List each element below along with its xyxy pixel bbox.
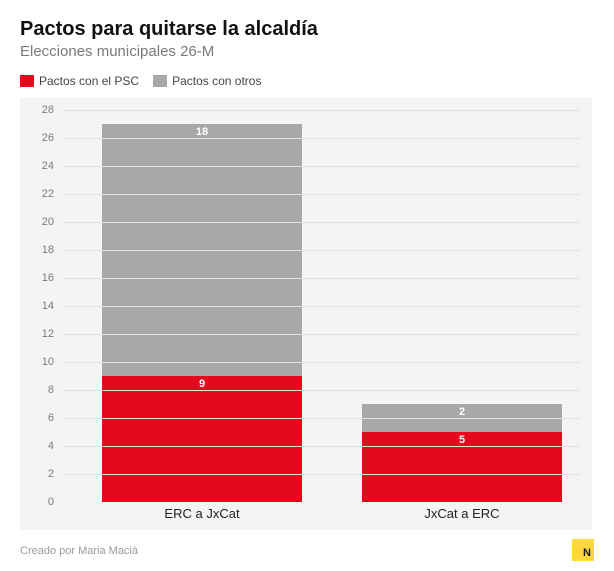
bar-segment	[102, 376, 302, 502]
bar-value-label: 2	[362, 406, 562, 418]
gridline	[62, 446, 580, 447]
gridline	[62, 166, 580, 167]
gridline	[62, 418, 580, 419]
legend-item: Pactos con el PSC	[20, 74, 139, 88]
gridline	[62, 138, 580, 139]
gridline	[62, 334, 580, 335]
y-tick-label: 10	[20, 356, 54, 368]
y-tick-label: 18	[20, 244, 54, 256]
gridline	[62, 194, 580, 195]
legend-label: Pactos con otros	[172, 74, 261, 88]
gridline	[62, 250, 580, 251]
brand-badge: N	[572, 539, 594, 561]
legend-swatch-otros	[153, 75, 167, 87]
bar-value-label: 9	[102, 378, 302, 390]
chart-subtitle: Elecciones municipales 26-M	[20, 43, 594, 60]
gridline	[62, 278, 580, 279]
gridline	[62, 306, 580, 307]
y-tick-label: 4	[20, 440, 54, 452]
gridline	[62, 474, 580, 475]
bar-value-label: 18	[102, 126, 302, 138]
legend: Pactos con el PSC Pactos con otros	[20, 74, 594, 88]
y-tick-label: 20	[20, 216, 54, 228]
legend-label: Pactos con el PSC	[39, 74, 139, 88]
legend-swatch-psc	[20, 75, 34, 87]
gridline	[62, 110, 580, 111]
y-tick-label: 2	[20, 468, 54, 480]
y-tick-label: 28	[20, 104, 54, 116]
y-tick-label: 22	[20, 188, 54, 200]
gridline	[62, 390, 580, 391]
gridline	[62, 362, 580, 363]
y-tick-label: 14	[20, 300, 54, 312]
y-tick-label: 24	[20, 160, 54, 172]
chart-title: Pactos para quitarse la alcaldía	[20, 18, 594, 41]
footer-credit: Creado por Maria Macià	[20, 545, 138, 557]
y-tick-label: 8	[20, 384, 54, 396]
y-tick-label: 12	[20, 328, 54, 340]
y-tick-label: 6	[20, 412, 54, 424]
x-tick-label: ERC a JxCat	[102, 506, 302, 521]
y-tick-label: 16	[20, 272, 54, 284]
gridline	[62, 222, 580, 223]
y-tick-label: 26	[20, 132, 54, 144]
legend-item: Pactos con otros	[153, 74, 261, 88]
y-tick-label: 0	[20, 496, 54, 508]
x-tick-label: JxCat a ERC	[362, 506, 562, 521]
chart-area: 91852 0246810121416182022242628ERC a JxC…	[20, 98, 592, 530]
bar-value-label: 5	[362, 434, 562, 446]
